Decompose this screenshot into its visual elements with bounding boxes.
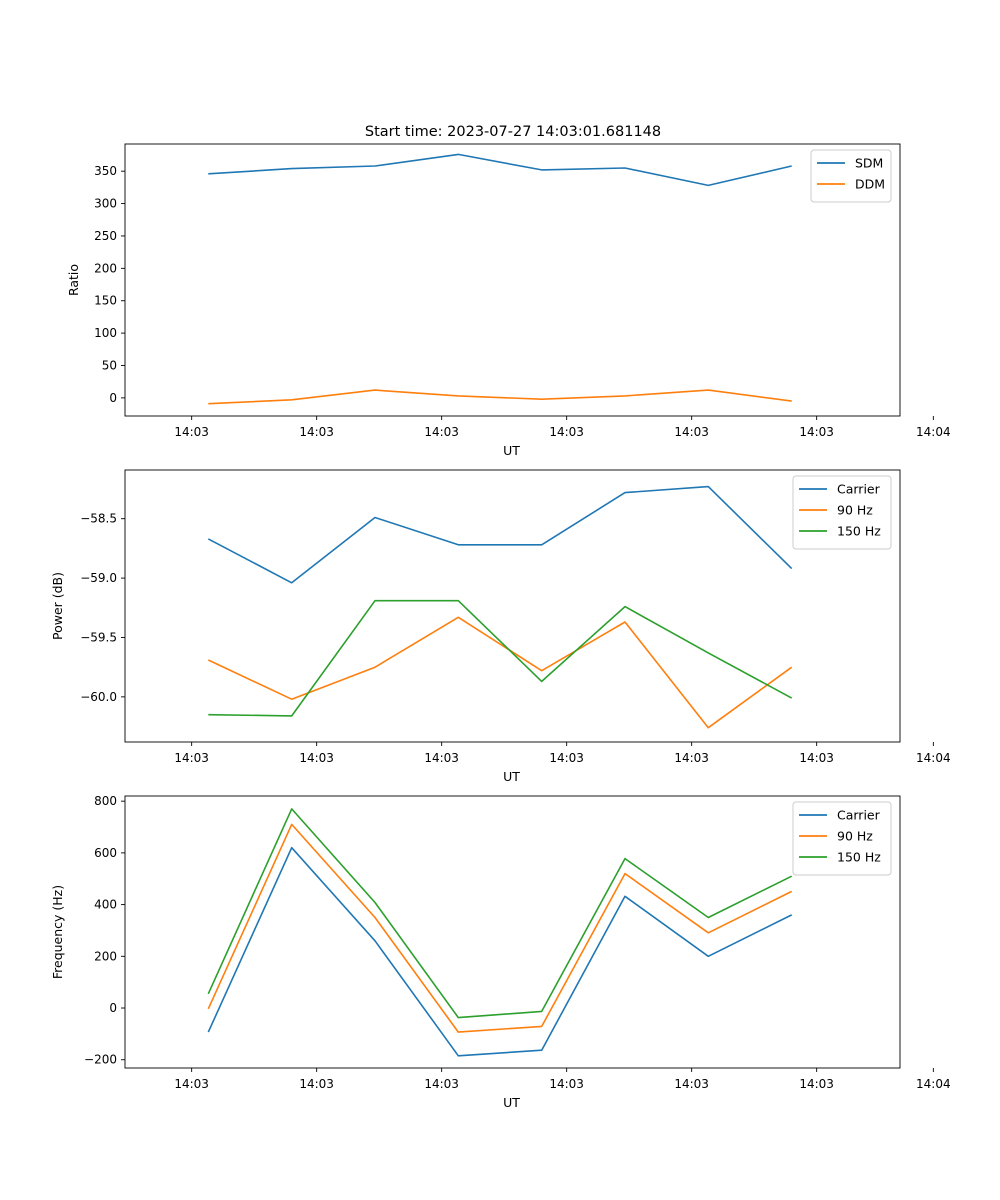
chart-panel-2: 14:03 14:03 14:03 14:03 14:03 14:03 14:04 −58.5… <box>50 469 951 784</box>
x-tick-label: 14:03 <box>549 751 584 765</box>
y-tick-label: 100 <box>94 326 117 340</box>
legend-label: SDM <box>855 156 883 171</box>
legend-label: 150 Hz <box>837 524 881 539</box>
y-tick-label: −58.5 <box>80 512 117 526</box>
series-line-150-hz <box>208 599 793 717</box>
x-tick-label: 14:03 <box>674 751 709 765</box>
figure-title: Start time: 2023-07-27 14:03:01.681148 <box>365 124 661 140</box>
y-tick-label: −59.5 <box>80 630 117 644</box>
plot-frame <box>124 469 901 743</box>
series-line-90-hz <box>207 616 793 729</box>
plot-frame <box>124 143 901 417</box>
x-tick-label: 14:03 <box>674 425 709 439</box>
legend-label: 150 Hz <box>837 850 881 865</box>
x-tick-label: 14:04 <box>916 751 951 765</box>
x-tick-label: 14:03 <box>799 751 834 765</box>
x-tick-label: 14:03 <box>549 1077 584 1091</box>
legend-label: Carrier <box>837 482 881 497</box>
x-tick-label: 14:03 <box>174 1077 209 1091</box>
series-line-sdm <box>208 153 792 187</box>
chart-panel-3: 14:03 14:03 14:03 14:03 14:03 14:03 14:04 −200 0… <box>50 794 951 1110</box>
x-tick-label: 14:03 <box>799 425 834 439</box>
plot-frame <box>124 795 901 1069</box>
x-tick-label: 14:04 <box>916 425 951 439</box>
series-line-90-hz <box>207 823 793 1033</box>
legend-label: DDM <box>855 177 885 192</box>
y-tick-label: 50 <box>102 358 117 372</box>
y-axis-label: Ratio <box>66 264 81 296</box>
series-line-carrier <box>207 485 793 584</box>
x-axis-label: UT <box>503 443 520 458</box>
y-tick-label: 800 <box>94 794 117 808</box>
x-axis-label: UT <box>503 1095 520 1110</box>
y-tick-label: 150 <box>94 294 117 308</box>
y-tick-label: 350 <box>94 164 117 178</box>
x-tick-label: 14:03 <box>174 751 209 765</box>
series-line-ddm <box>208 389 792 405</box>
y-tick-label: −200 <box>84 1053 117 1067</box>
y-tick-label: 200 <box>94 261 117 275</box>
y-tick-label: −60.0 <box>80 690 117 704</box>
legend-label: 90 Hz <box>837 503 873 518</box>
chart-panels: 14:03 14:03 14:03 14:03 14:03 14:03 14:04 0 50 10… <box>50 143 951 1110</box>
series-line-150-hz <box>207 808 793 1019</box>
y-tick-label: 0 <box>109 391 117 405</box>
y-tick-label: 0 <box>109 1001 117 1015</box>
y-tick-label: 400 <box>94 898 117 912</box>
x-tick-label: 14:03 <box>299 1077 334 1091</box>
x-tick-label: 14:03 <box>299 425 334 439</box>
x-tick-label: 14:04 <box>916 1077 951 1091</box>
x-axis-label: UT <box>503 769 520 784</box>
x-tick-label: 14:03 <box>424 1077 459 1091</box>
x-tick-label: 14:03 <box>174 425 209 439</box>
y-tick-label: 300 <box>94 197 117 211</box>
legend: Carrier 90 Hz 150 Hz <box>792 475 892 550</box>
chart-panel-1: 14:03 14:03 14:03 14:03 14:03 14:03 14:04 0 50 10… <box>66 143 951 458</box>
x-tick-label: 14:03 <box>424 425 459 439</box>
y-axis-label: Frequency (Hz) <box>50 885 65 979</box>
x-tick-label: 14:03 <box>549 425 584 439</box>
legend: SDM DDM <box>810 149 892 203</box>
legend: Carrier 90 Hz 150 Hz <box>792 801 892 876</box>
y-tick-label: 200 <box>94 949 117 963</box>
legend-label: 90 Hz <box>837 829 873 844</box>
y-axis-label: Power (dB) <box>50 572 65 640</box>
y-tick-label: 600 <box>94 846 117 860</box>
x-tick-label: 14:03 <box>299 751 334 765</box>
x-tick-label: 14:03 <box>424 751 459 765</box>
y-tick-label: −59.0 <box>80 571 117 585</box>
x-tick-label: 14:03 <box>799 1077 834 1091</box>
legend-label: Carrier <box>837 808 881 823</box>
y-tick-label: 250 <box>94 229 117 243</box>
series-line-carrier <box>207 846 793 1057</box>
x-tick-label: 14:03 <box>674 1077 709 1091</box>
